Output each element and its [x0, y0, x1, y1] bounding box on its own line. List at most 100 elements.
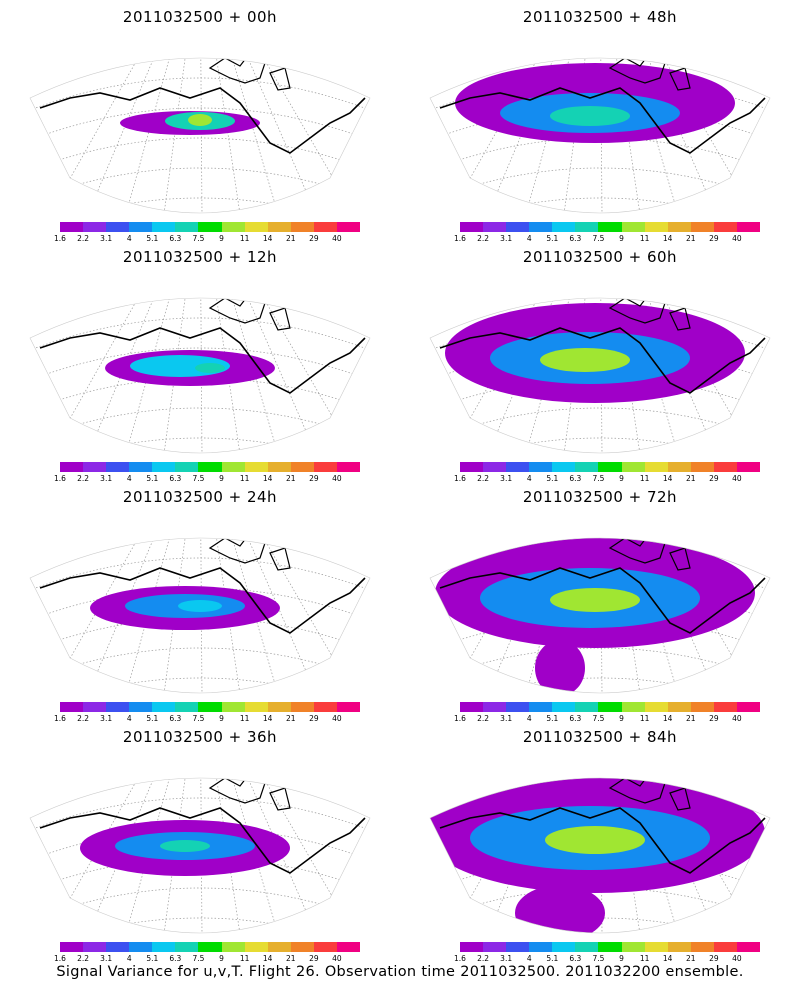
colorbar-tick-label: 9 — [619, 954, 624, 963]
colorbar-tick-label: 2.2 — [477, 474, 490, 483]
colorbar-tick-label: 21 — [685, 234, 696, 243]
colorbar-swatch — [736, 222, 761, 232]
colorbar-swatch — [621, 222, 645, 232]
colorbar-swatch — [106, 222, 130, 232]
latitude-grid-line — [30, 298, 370, 329]
colorbar-swatch — [175, 462, 199, 472]
latitude-grid-line — [430, 107, 770, 149]
colorbar-tick-label: 40 — [332, 954, 342, 963]
colorbar-tick-label: 9 — [619, 234, 624, 243]
colorbar-tick-label: 9 — [219, 954, 224, 963]
colorbar-swatch — [529, 222, 553, 232]
colorbar-tick-label: 3.1 — [100, 474, 113, 483]
colorbar-swatch — [598, 702, 622, 712]
coastline — [439, 87, 766, 154]
colorbar-swatch — [175, 222, 199, 232]
colorbar-swatch — [313, 942, 337, 952]
colorbar-swatch — [552, 462, 576, 472]
colorbar-swatch — [83, 222, 107, 232]
variance-region — [178, 600, 222, 612]
colorbar-swatch — [290, 462, 314, 472]
colorbar-swatch — [529, 942, 553, 952]
variance-region — [545, 826, 645, 854]
longitude-grid-line — [634, 778, 717, 933]
latitude-grid-line — [430, 437, 770, 453]
colorbar-swatch — [713, 462, 737, 472]
colorbar-tick-label: 21 — [285, 954, 296, 963]
colorbar-tick-label: 4 — [526, 234, 532, 243]
colorbar-tick-label: 3.1 — [100, 954, 113, 963]
latitude-grid-line — [30, 857, 370, 899]
colorbar-swatch — [152, 942, 176, 952]
colorbar-swatch — [575, 222, 599, 232]
colorbar-tick-label: 29 — [309, 954, 319, 963]
colorbar-swatch — [575, 702, 599, 712]
colorbar-tick-label: 11 — [639, 714, 650, 723]
colorbar — [460, 462, 761, 472]
colorbar-swatch — [336, 462, 361, 472]
longitude-grid-line — [200, 538, 203, 693]
colorbar-labels: 1.6 2.2 3.1 4 5.1 6.3 7.5 9 11 14 21 29 40 — [454, 714, 760, 724]
colorbar-swatch — [60, 942, 84, 952]
coastline — [39, 567, 366, 634]
map-panel: 2011032500 + 72h 1.6 2.2 3.1 4 5.1 6.3 7.5 9 11 14… — [400, 480, 800, 723]
longitude-grid-line — [234, 778, 317, 933]
longitude-grid-line — [200, 298, 203, 453]
colorbar-swatch — [60, 222, 84, 232]
colorbar-swatch — [313, 222, 337, 232]
colorbar-tick-label: 2.2 — [77, 954, 90, 963]
map-panel: 2011032500 + 84h 1.6 2.2 3.1 4 5.1 6.3 7.5 9 11 14… — [400, 720, 800, 963]
colorbar-tick-label: 1.6 — [54, 714, 66, 723]
colorbar-tick-label: 5.1 — [146, 234, 159, 243]
colorbar-tick-label: 3.1 — [500, 954, 513, 963]
colorbar-tick-label: 11 — [639, 474, 650, 483]
colorbar-swatch — [575, 462, 599, 472]
colorbar-swatch — [313, 462, 337, 472]
colorbar-swatch — [552, 222, 576, 232]
colorbar-tick-label: 14 — [662, 714, 673, 723]
colorbar-tick-label: 21 — [685, 714, 696, 723]
colorbar-tick-label: 6.3 — [169, 714, 182, 723]
colorbar-tick-label: 4 — [526, 714, 532, 723]
polar-map — [29, 537, 371, 694]
colorbar-swatch — [290, 942, 314, 952]
colorbar-tick-label: 6.3 — [569, 234, 582, 243]
colorbar-tick-label: 9 — [619, 714, 624, 723]
coastline — [39, 327, 366, 394]
latitude-grid-line — [30, 58, 370, 89]
map-boundary — [29, 57, 371, 214]
colorbar-tick-label: 1.6 — [454, 714, 466, 723]
colorbar-swatch — [198, 462, 222, 472]
colorbar-tick-label: 40 — [332, 234, 342, 243]
colorbar-swatch — [60, 462, 84, 472]
colorbar-tick-label: 11 — [639, 234, 650, 243]
colorbar-tick-label: 2.2 — [77, 474, 90, 483]
longitude-grid-line — [234, 298, 317, 453]
colorbar-tick-label: 7.5 — [192, 714, 205, 723]
latitude-grid-line — [430, 347, 770, 389]
colorbar-swatch — [83, 702, 107, 712]
colorbar-swatch — [460, 702, 484, 712]
colorbar-labels: 1.6 2.2 3.1 4 5.1 6.3 7.5 9 11 14 21 29 40 — [54, 714, 360, 724]
latitude-grid-line — [430, 137, 770, 179]
map-boundary — [429, 537, 771, 694]
longitude-grid-line — [634, 298, 717, 453]
longitude-grid-line — [87, 298, 167, 453]
colorbar-tick-label: 3.1 — [500, 474, 513, 483]
latitude-grid-line — [30, 107, 370, 149]
colorbar-tick-label: 11 — [239, 954, 250, 963]
longitude-grid-line — [87, 778, 167, 933]
longitude-grid-line — [600, 58, 603, 213]
colorbar-swatch — [106, 702, 130, 712]
longitude-grid-line — [634, 538, 717, 693]
colorbar-tick-label: 11 — [239, 474, 250, 483]
panel-title: 2011032500 + 00h — [122, 8, 278, 26]
colorbar-tick-label: 6.3 — [569, 714, 582, 723]
colorbar-tick-label: 14 — [662, 474, 673, 483]
colorbar-tick-label: 5.1 — [546, 474, 559, 483]
figure-caption: Signal Variance for u,v,T. Flight 26. Ob… — [56, 964, 744, 980]
colorbar-tick-label: 2.2 — [77, 234, 90, 243]
colorbar-swatch — [83, 462, 107, 472]
latitude-grid-line — [30, 557, 370, 599]
colorbar-tick-label: 9 — [219, 474, 224, 483]
